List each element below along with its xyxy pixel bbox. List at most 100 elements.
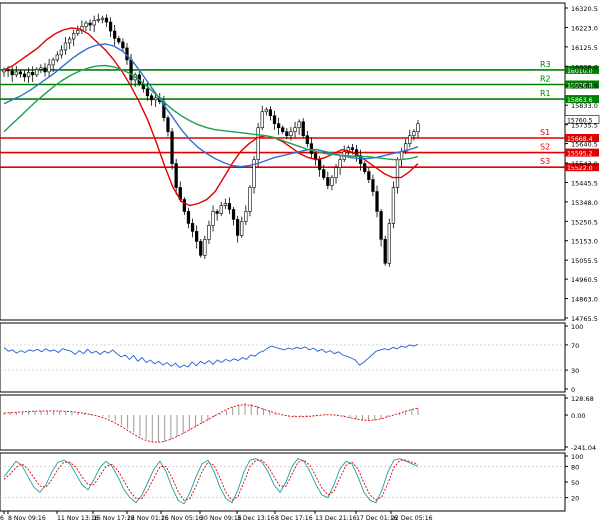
stoch-y-tick-label: 80	[571, 463, 579, 471]
x-tick-label: 3 Dec 13:16	[237, 515, 275, 522]
panel-frame-price	[0, 2, 566, 321]
candle-body	[404, 143, 408, 152]
level-tag: 15668.4	[567, 136, 593, 143]
candle-body	[117, 38, 121, 43]
level-label-r1: R1	[540, 89, 551, 98]
candle-body	[301, 121, 305, 136]
candle-body	[104, 17, 109, 23]
candle-body	[55, 54, 59, 61]
candle-body	[330, 177, 334, 186]
candle-body	[227, 203, 232, 210]
macd-y-tick-label: 0.00	[571, 412, 585, 420]
candle-body	[199, 241, 203, 256]
x-tick-label: 11 Nov 13:16	[57, 515, 99, 522]
candle-body	[47, 64, 51, 73]
candle-body	[395, 159, 400, 188]
candle-body	[2, 69, 6, 73]
candle-body	[182, 199, 186, 212]
candle-body	[305, 135, 309, 144]
rsi-y-tick-label: 70	[571, 342, 579, 350]
candle-body	[170, 131, 174, 164]
candle-body	[383, 239, 387, 264]
candle-body	[39, 67, 43, 70]
candle-body	[174, 163, 178, 188]
candle-body	[88, 22, 92, 26]
candle-body	[63, 42, 68, 51]
candle-body	[92, 20, 96, 26]
candle-body	[84, 22, 88, 27]
candle-body	[272, 115, 277, 125]
price-y-tick-label: 16320.5	[571, 5, 598, 13]
stoch-k-line	[3, 458, 419, 505]
x-tick-label: 30 Nov 09:16	[200, 515, 242, 522]
price-y-tick-label: 14765.5	[571, 315, 598, 323]
candle-body	[67, 38, 72, 44]
candle-body	[240, 221, 244, 236]
candle-body	[10, 70, 14, 76]
candle-body	[375, 191, 379, 212]
candle-body	[338, 159, 342, 168]
candle-body	[334, 167, 338, 178]
level-tag: 16010.0	[567, 68, 593, 75]
rsi-y-tick-label: 30	[571, 367, 579, 375]
candle-body	[223, 203, 227, 206]
x-tick-label: 16 Nov 17:16	[93, 515, 135, 522]
candle-body	[145, 88, 150, 97]
rsi-line	[3, 343, 419, 369]
x-tick-label: 13 Dec 21:16	[315, 515, 357, 522]
macd-y-tick-label: -241.04	[571, 444, 596, 452]
candle-body	[371, 179, 375, 192]
candle-body	[416, 123, 420, 133]
candle-body	[256, 127, 260, 160]
x-tick-label: 16	[0, 515, 4, 522]
candle-body	[285, 131, 289, 136]
candle-body	[358, 155, 363, 164]
level-label-s3: S3	[540, 157, 550, 166]
price-y-tick-label: 15055.5	[571, 257, 598, 265]
candle-body	[289, 131, 293, 136]
candle-body	[35, 69, 39, 76]
price-y-tick-label: 15735.5	[571, 122, 598, 130]
level-tag-bg	[565, 80, 599, 89]
price-y-tick-label: 15833.0	[571, 102, 598, 110]
candle-body	[317, 159, 322, 170]
candle-body	[22, 73, 27, 78]
candle-body	[113, 30, 117, 39]
price-y-tick-label: 15250.5	[571, 218, 598, 226]
moving-average-line-2	[3, 64, 419, 161]
price-y-tick-label: 16125.5	[571, 44, 598, 52]
x-tick-label: 22 Dec 05:16	[391, 515, 433, 522]
candle-body	[231, 209, 236, 220]
price-y-tick-label: 15640.5	[571, 141, 598, 149]
candle-body	[18, 71, 23, 75]
level-tag-bg	[565, 95, 599, 104]
x-tick-label: 8 Dec 17:16	[275, 515, 313, 522]
candle-body	[149, 95, 154, 101]
candle-body	[387, 223, 391, 264]
candle-body	[350, 147, 355, 150]
candle-body	[6, 69, 10, 72]
level-label-r3: R3	[540, 60, 551, 69]
level-tag: 15863.6	[567, 97, 593, 104]
level-tag: 15522.0	[567, 165, 593, 172]
candle-body	[326, 177, 330, 186]
rsi-y-tick-label: 0	[571, 386, 575, 394]
candle-body	[31, 71, 35, 76]
panel-frame-macd	[0, 394, 566, 451]
candle-body	[76, 30, 80, 34]
candle-body	[166, 117, 170, 133]
candle-body	[244, 211, 248, 222]
candle-body	[309, 143, 314, 154]
candle-body	[252, 159, 256, 188]
candle-body	[108, 21, 113, 32]
moving-average-line-0	[3, 27, 419, 207]
candle-body	[293, 127, 297, 133]
level-tag-bg	[565, 163, 599, 172]
price-y-tick-label: 15445.5	[571, 179, 598, 187]
candle-body	[121, 41, 125, 49]
candle-body	[281, 127, 285, 133]
candle-body	[195, 231, 199, 242]
stoch-y-tick-label: 20	[571, 495, 579, 503]
